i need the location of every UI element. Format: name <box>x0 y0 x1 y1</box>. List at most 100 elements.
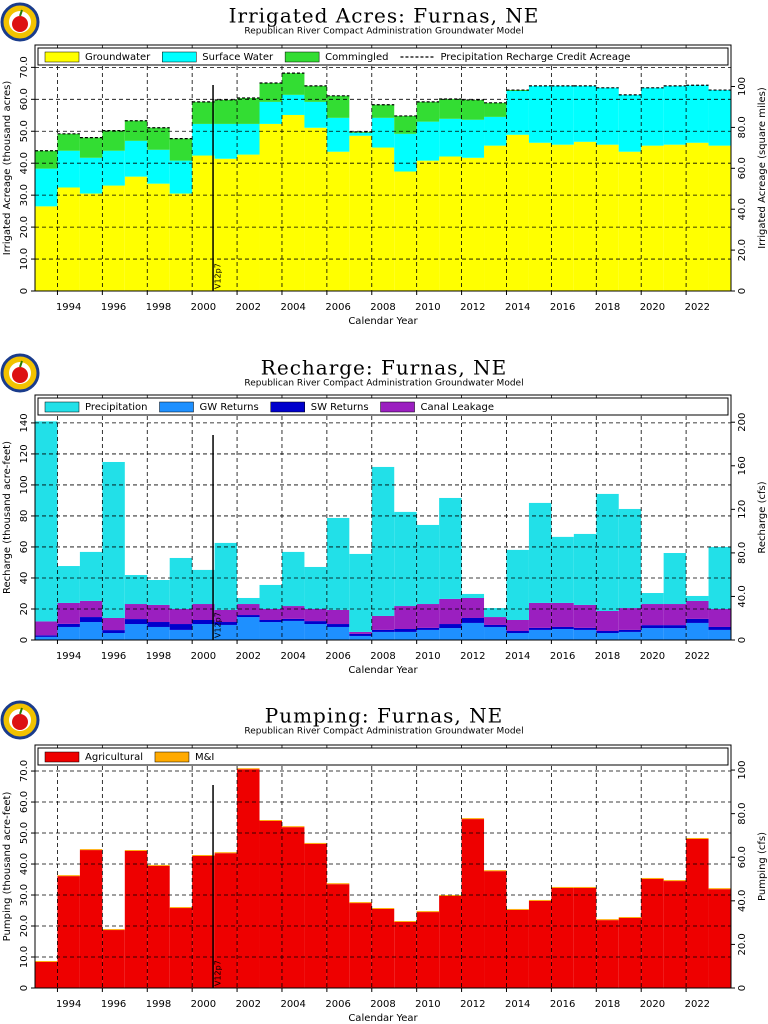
y2-tick-label: 20.0 <box>737 239 748 261</box>
legend-swatch <box>380 401 415 413</box>
y-tick-label: 140 <box>19 413 30 432</box>
bar-segment <box>573 627 597 630</box>
bar-segment <box>618 508 642 609</box>
bar-segment <box>192 619 215 625</box>
bar-segment <box>686 622 709 640</box>
logo <box>0 700 40 740</box>
bar-segment <box>708 608 731 627</box>
bar-segment <box>551 85 574 145</box>
x-tick-label: 2022 <box>685 999 710 1010</box>
x-tick-label: 2020 <box>640 302 665 313</box>
y2-tick-label: 60.0 <box>737 846 748 868</box>
legend-label: Precipitation Recharge Credit Acreage <box>440 52 630 63</box>
bar-segment <box>214 624 238 640</box>
bar-segment <box>663 85 687 145</box>
bar-segment <box>326 117 350 152</box>
bar-segment <box>394 115 417 134</box>
bar-segment <box>304 842 327 844</box>
bar-segment <box>349 903 372 988</box>
y2-tick-label: 60.0 <box>737 157 748 179</box>
x-tick-label: 2018 <box>595 999 620 1010</box>
bar-segment <box>102 929 125 931</box>
bar-segment <box>551 887 574 988</box>
bar-segment <box>686 838 709 988</box>
x-tick-label: 2014 <box>505 999 530 1010</box>
bar-segment <box>304 101 327 128</box>
bar-segment <box>102 630 125 634</box>
y2-tick-label: 40.0 <box>737 585 748 607</box>
x-tick-label: 2008 <box>370 651 395 662</box>
bar-segment <box>349 132 372 136</box>
y-tick-label: 80 <box>19 510 30 523</box>
bar-segment <box>147 127 170 150</box>
bar-segment <box>192 624 215 640</box>
bar-segment <box>686 618 709 623</box>
bar-segment <box>416 121 440 161</box>
y2-tick-label: 100 <box>737 77 748 96</box>
bar-segment <box>641 877 664 879</box>
bar-segment <box>237 98 260 124</box>
bar-segment <box>439 156 462 291</box>
bar-segment <box>349 633 372 636</box>
bar-segment <box>708 629 731 640</box>
bar-segment <box>416 629 440 640</box>
bar-segment <box>484 617 507 625</box>
x-tick-label: 2000 <box>191 651 216 662</box>
bar-segment <box>663 880 687 882</box>
x-axis-label: Calendar Year <box>348 665 418 676</box>
bar-segment <box>304 621 327 625</box>
bar-segment <box>102 633 125 640</box>
bar-segment <box>169 907 193 909</box>
y-tick-label: 0 <box>19 288 30 294</box>
bar-segment <box>124 176 148 291</box>
bar-segment <box>551 626 574 629</box>
y-tick-label: 20.0 <box>19 915 30 937</box>
chart-title: Recharge: Furnas, NE <box>261 356 507 380</box>
y-tick-label: 10.0 <box>19 248 30 270</box>
bar-segment <box>169 908 193 988</box>
bar-segment <box>192 855 215 856</box>
bar-segment <box>237 615 260 618</box>
bar-segment <box>237 604 260 616</box>
bar-segment <box>304 624 327 640</box>
bar-segment <box>147 865 170 988</box>
x-axis-label: Calendar Year <box>348 316 418 327</box>
bar-segment <box>326 609 350 625</box>
bar-segment <box>686 85 709 143</box>
bar-segment <box>35 961 58 962</box>
bar-segment <box>461 593 485 598</box>
x-tick-label: 2020 <box>640 651 665 662</box>
y-tick-label: 70.0 <box>19 56 30 78</box>
x-tick-label: 1994 <box>56 302 81 313</box>
y2-tick-label: 120 <box>737 500 748 519</box>
bar-segment <box>641 593 664 605</box>
bar-segment <box>596 920 619 988</box>
plot-frame <box>34 44 732 292</box>
bar-segment <box>663 144 687 291</box>
bar-segment <box>371 466 395 616</box>
bar-segment <box>281 827 305 988</box>
legend-swatch <box>44 51 80 63</box>
bar-segment <box>663 881 687 988</box>
bar-segment <box>461 622 485 640</box>
bar-segment <box>484 145 507 291</box>
bar-segment <box>528 602 552 628</box>
bar-segment <box>573 604 597 628</box>
bar-segment <box>596 919 619 921</box>
y2-tick-label: 80.0 <box>737 542 748 564</box>
bar-segment <box>326 151 350 291</box>
bar-segment <box>304 127 327 291</box>
x-tick-label: 1996 <box>101 302 126 313</box>
bar-segment <box>416 524 440 605</box>
bar-segment <box>192 569 215 605</box>
bar-segment <box>506 633 529 640</box>
y2-tick-label: 0 <box>737 637 748 643</box>
y2-axis-label: Pumping (cfs) <box>757 832 768 901</box>
annotation-label: V12p7 <box>214 612 223 638</box>
bar-segment <box>551 886 574 888</box>
bar-segment <box>528 627 552 630</box>
bar-segment <box>304 85 327 102</box>
bar-segment <box>618 917 642 988</box>
bar-segment <box>214 99 238 124</box>
